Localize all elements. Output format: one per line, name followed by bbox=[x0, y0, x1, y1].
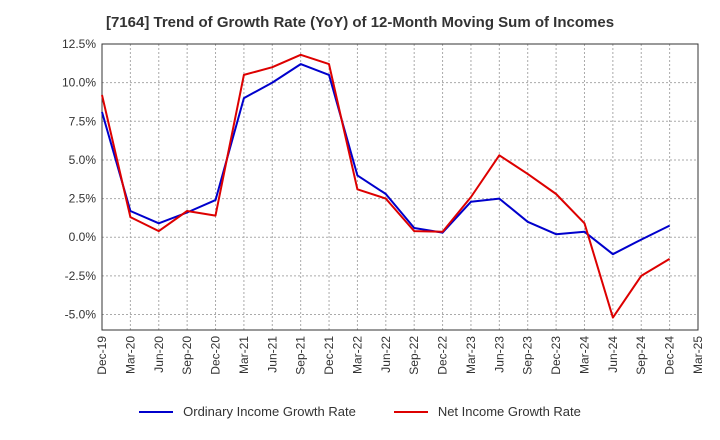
x-tick-label: Jun-23 bbox=[492, 336, 506, 373]
x-tick-label: Dec-24 bbox=[663, 336, 677, 375]
x-tick-label: Jun-24 bbox=[606, 336, 620, 373]
chart-title: [7164] Trend of Growth Rate (YoY) of 12-… bbox=[105, 14, 615, 31]
x-tick-label: Sep-23 bbox=[521, 336, 535, 375]
x-tick-label: Mar-24 bbox=[577, 336, 591, 374]
plot-border bbox=[101, 43, 699, 331]
legend-label-ordinary-income: Ordinary Income Growth Rate bbox=[183, 404, 356, 419]
legend-item-ordinary-income: Ordinary Income Growth Rate bbox=[139, 404, 356, 419]
x-tick-label: Mar-20 bbox=[123, 336, 137, 374]
x-tick-label: Sep-21 bbox=[294, 336, 308, 375]
x-tick-label: Mar-21 bbox=[237, 336, 251, 374]
y-tick-label: 0.0% bbox=[69, 230, 97, 244]
x-tick-label: Jun-21 bbox=[265, 336, 279, 373]
x-tick-label: Jun-20 bbox=[152, 336, 166, 373]
x-tick-label: Dec-22 bbox=[436, 336, 450, 375]
plot-background bbox=[102, 44, 698, 330]
y-tick-label: -5.0% bbox=[65, 308, 97, 322]
x-tick-label: Sep-20 bbox=[180, 336, 194, 375]
y-tick-label: 5.0% bbox=[69, 153, 97, 167]
legend-swatch-net-income bbox=[393, 410, 428, 413]
x-tick-label: Sep-24 bbox=[634, 336, 648, 375]
legend-label-net-income: Net Income Growth Rate bbox=[437, 404, 581, 419]
x-tick-label: Sep-22 bbox=[407, 336, 421, 375]
legend: Ordinary Income Growth Rate Net Income G… bbox=[0, 404, 720, 419]
series-line-ordinary-income bbox=[101, 63, 671, 256]
y-tick-label: 12.5% bbox=[62, 37, 96, 51]
x-tick-label: Dec-20 bbox=[209, 336, 223, 375]
legend-item-net-income: Net Income Growth Rate bbox=[393, 404, 581, 419]
y-tick-label: -2.5% bbox=[65, 269, 97, 283]
x-tick-label: Mar-22 bbox=[350, 336, 364, 374]
x-tick-label: Jun-22 bbox=[379, 336, 393, 373]
x-tick-label: Dec-19 bbox=[95, 336, 109, 375]
series-line-net-income bbox=[101, 53, 671, 319]
x-tick-label: Dec-21 bbox=[322, 336, 336, 375]
y-tick-label: 2.5% bbox=[69, 192, 97, 206]
y-tick-label: 7.5% bbox=[69, 114, 97, 128]
x-tick-label: Mar-25 bbox=[691, 336, 705, 374]
y-tick-label: 10.0% bbox=[62, 76, 96, 90]
legend-swatch-ordinary-income bbox=[139, 410, 174, 413]
x-tick-label: Mar-23 bbox=[464, 336, 478, 374]
x-tick-label: Dec-23 bbox=[549, 336, 563, 375]
